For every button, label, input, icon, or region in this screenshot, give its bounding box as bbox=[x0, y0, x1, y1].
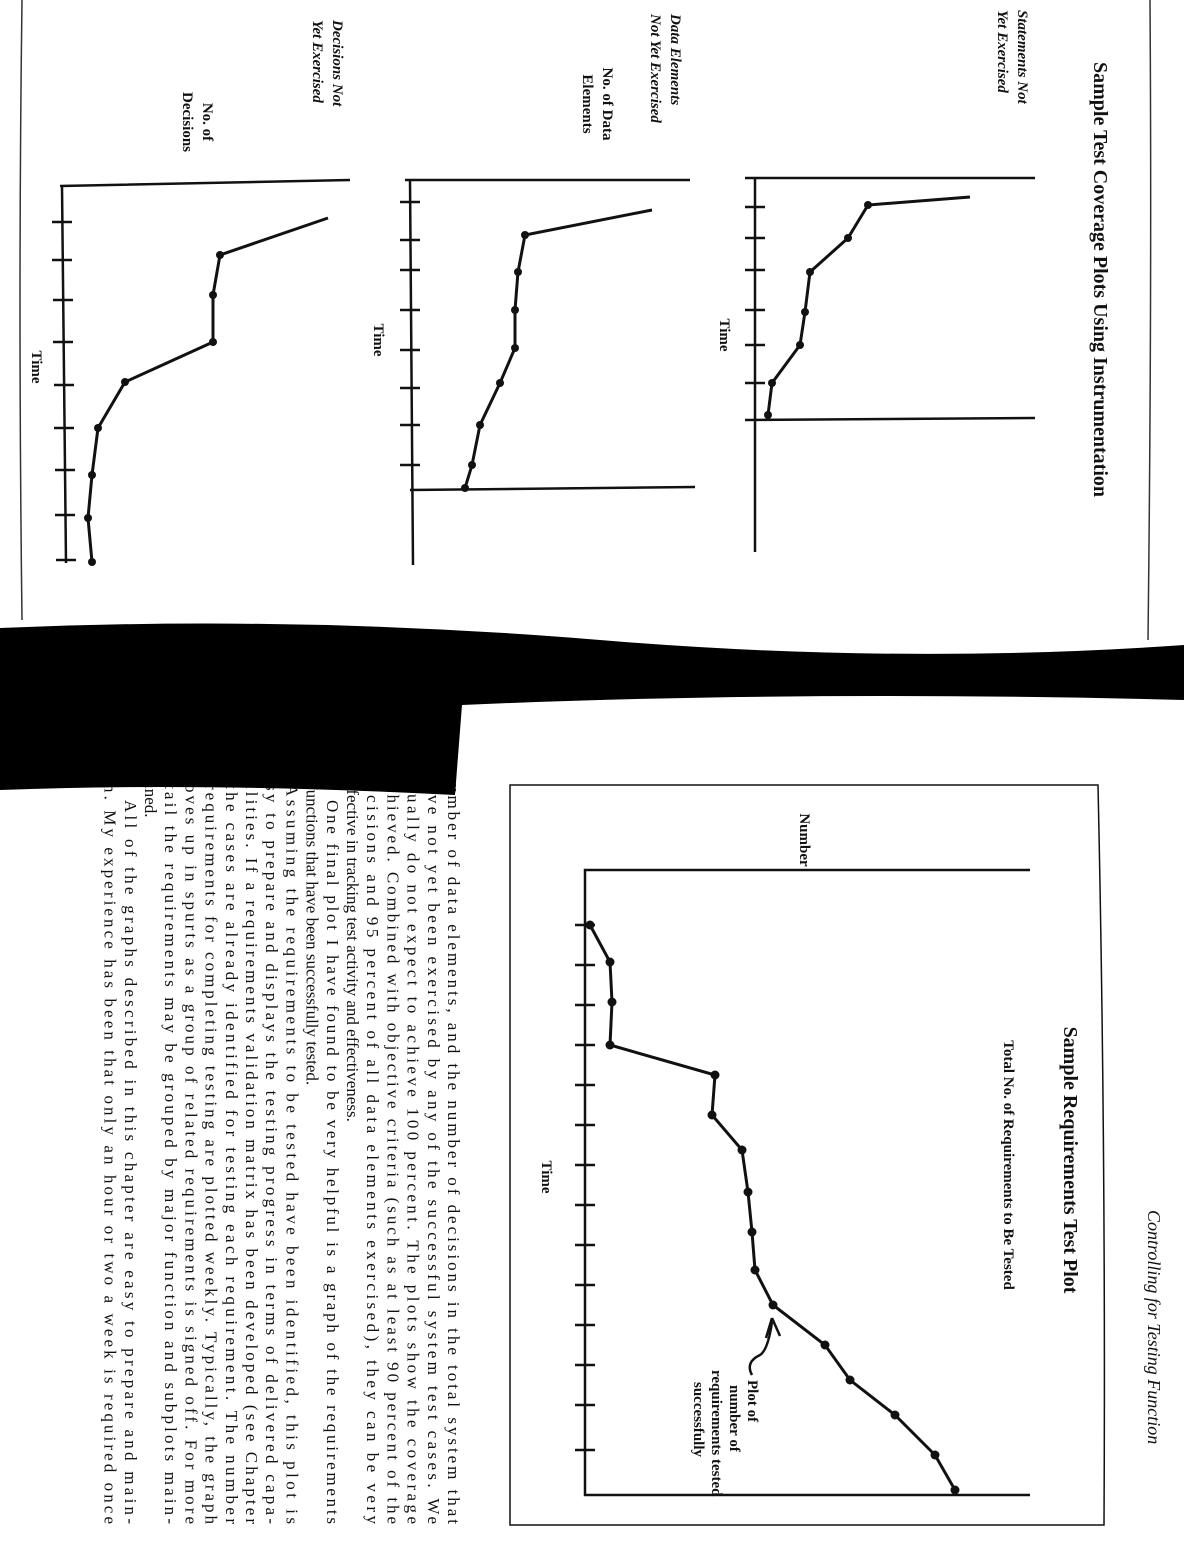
coverage-plot: Decisions Not Yet Exercised No. of Decis… bbox=[28, 19, 351, 566]
scan-smear bbox=[0, 623, 1184, 795]
body-line: ined. bbox=[141, 784, 160, 818]
page-edge bbox=[19, 0, 1152, 641]
y-label: Number bbox=[796, 813, 812, 867]
body-line: chieved. Combined with objective criteri… bbox=[383, 784, 402, 1524]
axes bbox=[583, 868, 1030, 1497]
y-sublabel: No. of Data bbox=[599, 68, 615, 141]
requirements-figure: Sample Requirements Test Plot Total No. … bbox=[509, 784, 1106, 1526]
ticks bbox=[745, 205, 765, 385]
body-line: requirements for completing testing are … bbox=[202, 784, 221, 1525]
annotation: Plot of bbox=[744, 1380, 760, 1423]
annotation-arrow bbox=[748, 1317, 782, 1376]
y-label: Not Yet Exercised bbox=[647, 13, 663, 123]
x-label: Time bbox=[28, 350, 44, 383]
figure-title: Sample Requirements Test Plot bbox=[1059, 1027, 1081, 1294]
y-label: Statements Not bbox=[1014, 10, 1030, 105]
y-sublabel: No. of bbox=[199, 103, 215, 142]
curve bbox=[766, 195, 971, 416]
y-label: Yet Exercised bbox=[994, 10, 1010, 93]
y-label: Decisions Not bbox=[329, 19, 345, 107]
ticks bbox=[52, 220, 76, 562]
x-label: Time bbox=[716, 318, 732, 351]
x-label: Time bbox=[370, 323, 386, 356]
figure-frame bbox=[509, 784, 1106, 1526]
top-label: Total No. of Requirements to Be Tested bbox=[1000, 1040, 1016, 1290]
y-sublabel: Decisions bbox=[179, 92, 195, 152]
ticks bbox=[400, 200, 420, 467]
y-label: Data Elements bbox=[667, 13, 683, 105]
body-line: ave not yet been exercised by any of the… bbox=[424, 784, 443, 1524]
body-line: One final plot I have found to be very h… bbox=[323, 800, 342, 1524]
coverage-plot: Data Elements Not Yet Exercised No. of D… bbox=[370, 13, 696, 566]
body-line: All of the graphs described in this chap… bbox=[121, 800, 140, 1524]
y-sublabel: Elements bbox=[579, 74, 595, 133]
annotation: number of bbox=[726, 1385, 742, 1453]
figure-title: Sample Test Coverage Plots Using Instrum… bbox=[1089, 62, 1111, 497]
x-label: Time bbox=[538, 1160, 554, 1193]
body-line: functions that have been successfully te… bbox=[303, 784, 322, 1085]
running-header: Controlling for Testing Function bbox=[1144, 1210, 1164, 1444]
body-line: umber of data elements, and the number o… bbox=[444, 784, 463, 1524]
y-label: Yet Exercised bbox=[309, 20, 325, 103]
coverage-plot: Statements Not Yet Exercised Time bbox=[716, 10, 1036, 552]
body-line: ffective in tracking test activity and e… bbox=[343, 784, 362, 1122]
ticks bbox=[575, 923, 595, 1452]
body-line: oves up in spurts as a group of related … bbox=[181, 784, 200, 1524]
body-line: sually do not expect to achieve 100 perc… bbox=[404, 784, 423, 1524]
axes bbox=[744, 176, 1036, 552]
annotation: requirements tested bbox=[708, 1370, 724, 1497]
annotation: successfully bbox=[690, 1382, 706, 1458]
axes bbox=[59, 178, 351, 564]
curve bbox=[588, 924, 957, 1491]
axes bbox=[405, 178, 696, 566]
body-line: sy to prepare and displays the testing p… bbox=[262, 784, 281, 1524]
